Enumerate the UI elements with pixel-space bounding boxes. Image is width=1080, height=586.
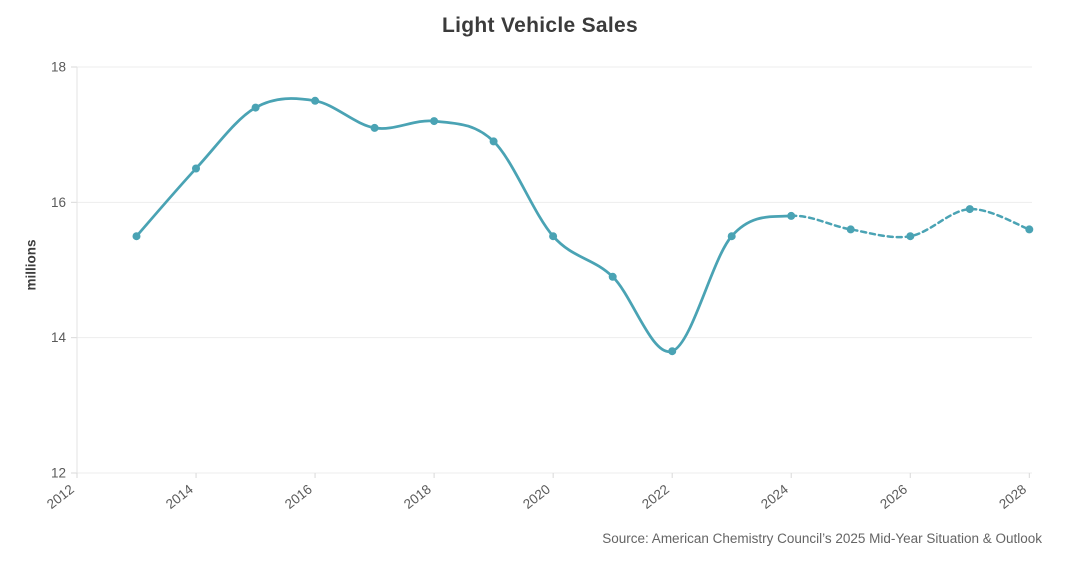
svg-text:2012: 2012: [44, 482, 77, 512]
svg-text:2020: 2020: [520, 482, 553, 512]
data-point-marker: [965, 205, 974, 214]
x-tick-label: 2016: [282, 482, 315, 512]
data-point-marker: [727, 232, 736, 241]
data-point-marker: [608, 272, 617, 281]
data-point-marker: [251, 103, 260, 112]
x-tick-label: 2018: [401, 482, 434, 512]
data-point-marker: [430, 117, 439, 126]
data-point-marker: [311, 96, 320, 105]
chart-title: Light Vehicle Sales: [442, 14, 638, 37]
svg-text:2014: 2014: [163, 481, 196, 512]
data-point-marker: [132, 232, 141, 241]
x-tick-label: 2028: [996, 482, 1029, 512]
source-note: Source: American Chemistry Council’s 202…: [602, 531, 1042, 546]
x-tick-label: 2022: [639, 482, 672, 512]
x-tick-label: 2020: [520, 482, 553, 512]
x-tick-label: 2026: [877, 482, 910, 512]
data-point-marker: [906, 232, 915, 241]
svg-text:2024: 2024: [758, 481, 791, 512]
svg-text:2016: 2016: [282, 482, 315, 512]
y-tick-label: 12: [51, 466, 66, 481]
y-tick-label: 14: [51, 330, 67, 345]
y-tick-label: 18: [51, 60, 66, 75]
data-point-marker: [1025, 225, 1034, 234]
data-point-marker: [668, 347, 677, 356]
x-tick-label: 2024: [758, 481, 791, 512]
svg-text:2022: 2022: [639, 482, 672, 512]
plot-area: 12 14 16 18 2012 2014 2016 2018 2020 2022 2024 2026…: [44, 60, 1034, 512]
svg-text:2028: 2028: [996, 482, 1029, 512]
svg-text:2018: 2018: [401, 482, 434, 512]
x-tick-label: 2012: [44, 482, 77, 512]
data-point-marker: [787, 211, 796, 220]
y-tick-label: 16: [51, 195, 66, 210]
data-point-marker: [549, 232, 558, 241]
data-point-marker: [370, 123, 379, 132]
sales-line-actual: [135, 97, 793, 353]
x-tick-label: 2014: [163, 481, 196, 512]
svg-text:2026: 2026: [877, 482, 910, 512]
data-point-marker: [192, 164, 200, 173]
data-point-marker: [489, 137, 498, 146]
data-point-marker: [846, 225, 855, 234]
